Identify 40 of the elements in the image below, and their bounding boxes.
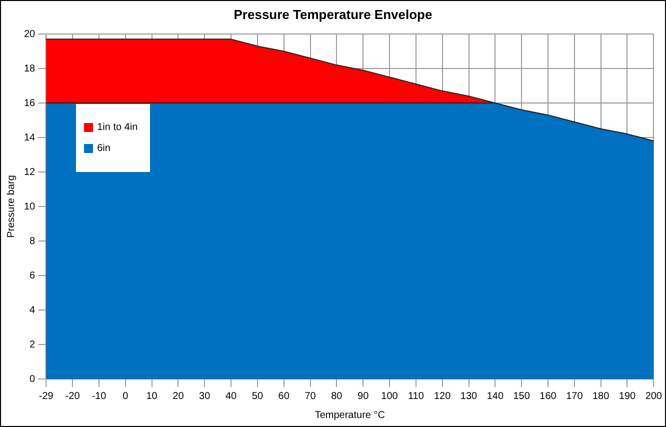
y-tick-label: 16 [24,98,36,109]
x-tick-label: 150 [513,390,530,402]
y-tick-label: 10 [24,201,36,212]
x-tick-label: 120 [434,390,452,402]
x-tick-label: -10 [92,390,107,402]
y-tick-label: 0 [30,374,36,385]
x-tick-label: 20 [172,390,184,402]
x-tick-label: 30 [199,390,211,402]
legend-label: 6in [97,143,110,154]
x-tick-label: 60 [278,390,290,402]
y-tick-label: 14 [24,132,36,144]
y-axis-title: Pressure barg [6,175,17,238]
x-tick-label: 50 [252,390,264,402]
x-tick-label: 10 [146,390,158,402]
x-tick-label: 180 [592,390,610,402]
x-tick-label: 190 [618,390,636,402]
x-tick-label: 110 [408,390,424,402]
x-tick-label: 40 [225,390,238,402]
y-tick-label: 12 [24,166,36,178]
x-tick-label: 140 [486,390,504,402]
x-tick-label: 130 [460,390,478,402]
x-tick-label: 0 [122,390,129,402]
y-tick-label: 2 [30,339,36,350]
x-tick-label: 70 [304,390,316,402]
y-tick-label: 18 [24,63,36,74]
x-tick-label: 100 [381,390,398,402]
x-tick-label: 90 [358,390,370,402]
x-tick-label: 80 [331,390,343,402]
x-tick-label: 200 [645,390,662,402]
y-tick-label: 8 [30,236,36,247]
y-tick-label: 6 [30,270,36,282]
y-tick-label: 20 [24,28,36,40]
y-tick-label: 4 [30,304,36,316]
x-tick-label: -20 [65,390,80,402]
x-axis-title: Temperature °C [314,410,385,421]
x-tick-label: -29 [38,390,54,402]
chart-title: Pressure Temperature Envelope [232,7,434,22]
x-tick-label: 170 [566,390,584,402]
x-tick-label: 160 [540,390,557,402]
legend-label: 1in to 4in [97,122,138,133]
